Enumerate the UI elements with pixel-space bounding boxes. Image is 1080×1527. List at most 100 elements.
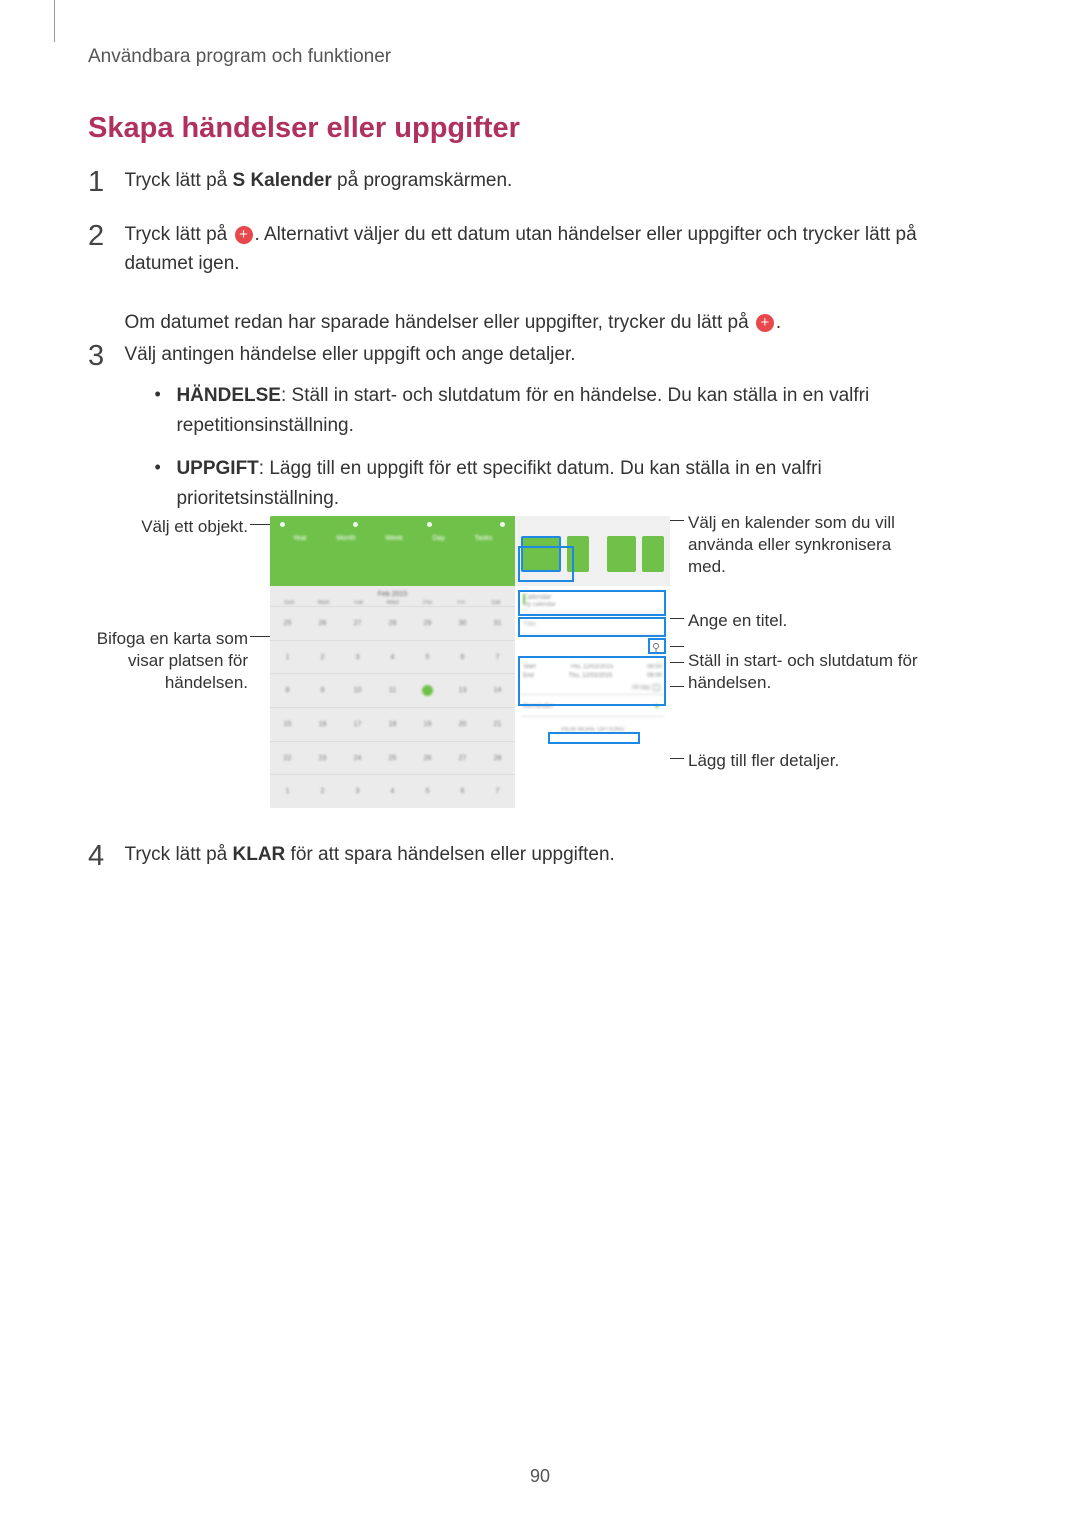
ss-day-cell: 2 — [305, 654, 339, 661]
ss-day-cell: 3 — [340, 788, 374, 795]
ss-day-cell: 18 — [375, 721, 409, 728]
text-post: för att spara händelsen eller uppgiften. — [285, 844, 615, 865]
dow: Wed — [376, 600, 410, 606]
ss-day-cell: 27 — [445, 755, 479, 762]
step-text: Tryck lätt på KLAR för att spara händels… — [124, 840, 974, 869]
ss-day-cell: 2 — [305, 788, 339, 795]
ss-day-cell: 21 — [480, 721, 514, 728]
ss-week-row: 1234567 — [270, 640, 515, 674]
text-post: på programskärmen. — [332, 170, 513, 191]
bullet-item: HÄNDELSE: Ställ in start- och slutdatum … — [150, 381, 974, 440]
step-number: 1 — [88, 166, 120, 199]
ss-day-cell: 11 — [375, 687, 409, 694]
ss-week-row: 22232425262728 — [270, 741, 515, 775]
app-screenshot: Year Month Week Day Tasks Feb 2015 Sun — [270, 516, 670, 808]
bullet-text: : Ställ in start- och slutdatum för en h… — [176, 385, 869, 435]
ss-day-cell: 4 — [375, 788, 409, 795]
ss-cal-icons — [278, 522, 507, 527]
bullet-text: : Lägg till en uppgift för ett specifikt… — [176, 458, 821, 508]
ss-day-cell: 7 — [480, 788, 514, 795]
ss-cancel — [607, 536, 636, 572]
callout-right-3: Ställ in start- och slutdatum för händel… — [688, 650, 918, 694]
highlight-box — [548, 732, 640, 744]
section-header: Användbara program och funktioner — [88, 46, 391, 68]
text-pre: Tryck lätt på — [124, 224, 232, 245]
ss-tab: Tasks — [474, 535, 492, 542]
ss-view-tabs: Year Month Week Day Tasks — [278, 535, 507, 542]
ss-today-marker — [422, 685, 433, 696]
dow: Sat — [479, 600, 513, 606]
ss-day-cell: 3 — [340, 654, 374, 661]
ss-tab: Day — [432, 535, 444, 542]
dot-icon — [280, 522, 285, 527]
text-pre: Tryck lätt på — [124, 170, 232, 191]
ss-dow: Sun Mon Tue Wed Thu Fri Sat — [270, 600, 515, 606]
ss-topbar: Year Month Week Day Tasks — [270, 516, 670, 586]
dot-icon — [500, 522, 505, 527]
ss-day-cell: 22 — [270, 755, 304, 762]
ss-day-cell: 7 — [480, 654, 514, 661]
divider — [595, 536, 601, 580]
diagram: Välj ett objekt. Bifoga en karta som vis… — [88, 506, 980, 826]
step-text: Välj antingen händelse eller uppgift och… — [124, 340, 974, 527]
step-text: Tryck lätt på S Kalender på programskärm… — [124, 166, 974, 195]
ss-day-cell: 1 — [270, 788, 304, 795]
highlight-box — [648, 638, 666, 654]
callout-left-1: Välj ett objekt. — [88, 516, 248, 538]
step-1: 1 Tryck lätt på S Kalender på programskä… — [88, 166, 992, 199]
ss-location-field: ⚲ — [521, 639, 664, 657]
ss-day-cell: 1 — [270, 654, 304, 661]
callout-right-2: Ange en titel. — [688, 610, 918, 632]
plus-icon: + — [756, 314, 774, 332]
ss-week-row: 15161718192021 — [270, 707, 515, 741]
ss-day-cell: 24 — [340, 755, 374, 762]
ss-day-cell: 17 — [340, 721, 374, 728]
step-number: 4 — [88, 840, 120, 873]
ss-tab: Month — [336, 535, 355, 542]
ss-day-cell: 9 — [305, 687, 339, 694]
ss-day-cell: 31 — [480, 620, 514, 627]
highlight-box — [518, 546, 574, 582]
highlight-box — [518, 656, 666, 706]
dot-icon — [427, 522, 432, 527]
step-text: Tryck lätt på +. Alternativt väljer du e… — [124, 220, 974, 338]
step-number: 3 — [88, 340, 120, 373]
ss-day-cell: 28 — [480, 755, 514, 762]
bullet-bold: UPPGIFT — [176, 458, 258, 479]
ss-day-cell: 19 — [410, 721, 444, 728]
ss-day-cell: 6 — [445, 788, 479, 795]
highlight-box — [518, 617, 666, 637]
ss-day-cell: 14 — [480, 687, 514, 694]
ss-day-cell: 23 — [305, 755, 339, 762]
ss-day-cell: 4 — [375, 654, 409, 661]
ss-day-cell: 20 — [445, 721, 479, 728]
ss-week-row: 8910111314 — [270, 673, 515, 707]
plus-icon: + — [235, 226, 253, 244]
page-number: 90 — [0, 1466, 1080, 1487]
bullet-bold: HÄNDELSE — [176, 385, 281, 406]
step-3: 3 Välj antingen händelse eller uppgift o… — [88, 340, 992, 527]
text-bold: KLAR — [233, 844, 286, 865]
ss-day-cell: 25 — [270, 620, 304, 627]
ss-done — [642, 536, 664, 572]
ss-day-cell: 6 — [445, 654, 479, 661]
step-4: 4 Tryck lätt på KLAR för att spara hände… — [88, 840, 992, 873]
ss-month: Feb 2015 — [270, 586, 515, 600]
text-pre2: Om datumet redan har sparade händelser e… — [124, 312, 753, 333]
ss-day-cell: 26 — [305, 620, 339, 627]
ss-day-cell: 16 — [305, 721, 339, 728]
ss-day-cell — [410, 685, 444, 696]
highlight-box — [518, 590, 666, 616]
ss-tab: Week — [385, 535, 403, 542]
ss-day-cell: 29 — [410, 620, 444, 627]
dow: Tue — [341, 600, 375, 606]
ss-day-cell: 30 — [445, 620, 479, 627]
dot-icon — [353, 522, 358, 527]
callout-right-1: Välj en kalender som du vill använda ell… — [688, 512, 918, 578]
dow: Thu — [410, 600, 444, 606]
ss-tab: Year — [293, 535, 307, 542]
ss-day-cell: 25 — [375, 755, 409, 762]
ss-week-row: 25262728293031 — [270, 606, 515, 640]
step-2: 2 Tryck lätt på +. Alternativt väljer du… — [88, 220, 992, 338]
callout-right-4: Lägg till fler detaljer. — [688, 750, 918, 772]
